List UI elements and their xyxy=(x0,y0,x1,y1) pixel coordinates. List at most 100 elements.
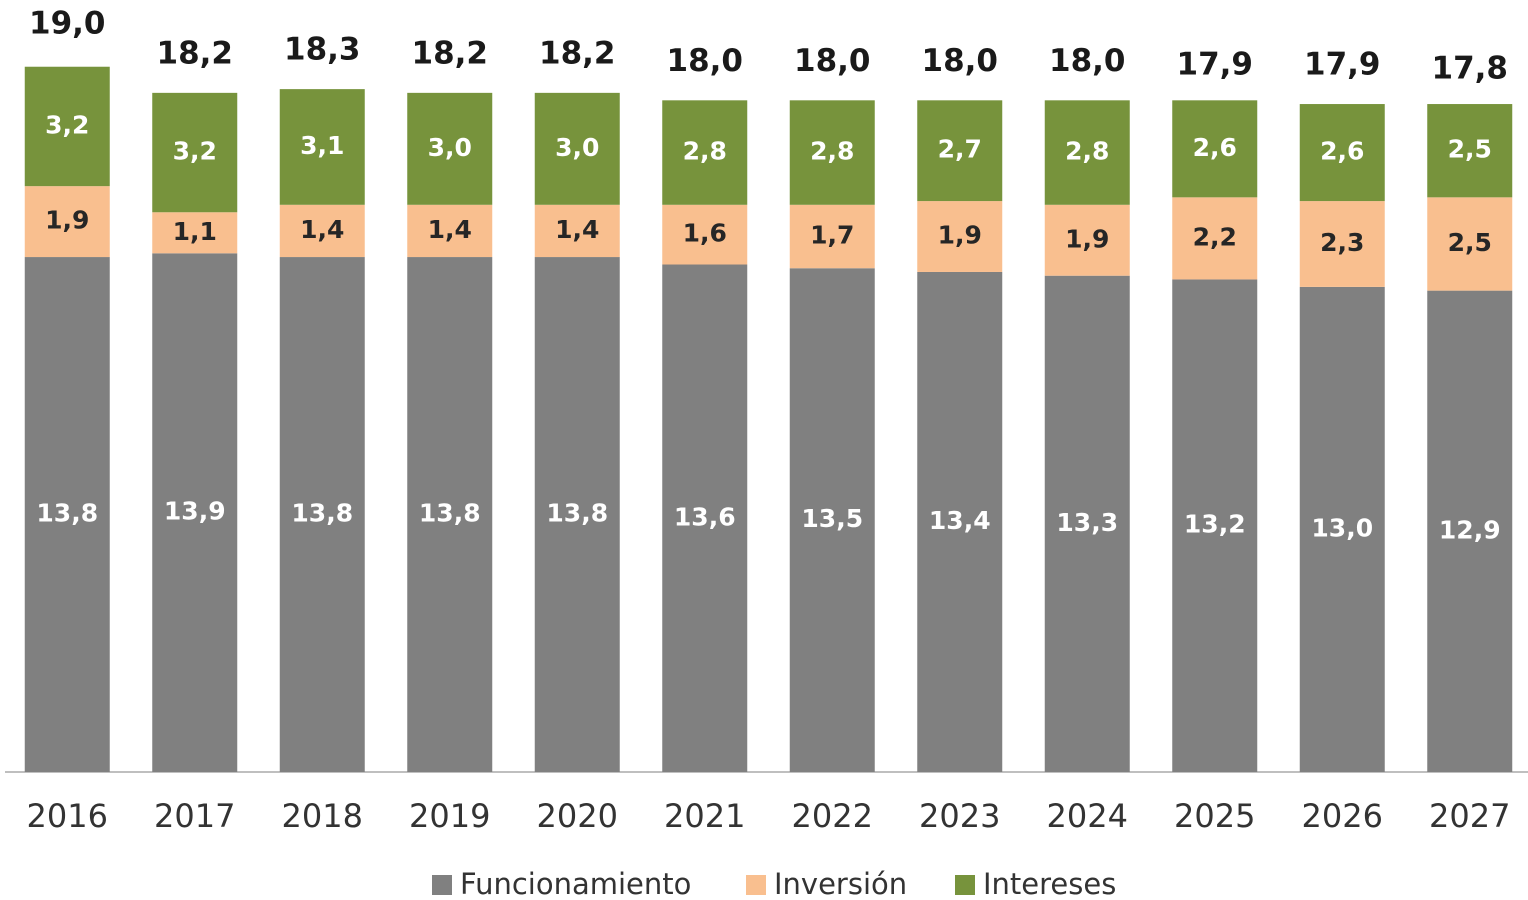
value-label: 1,4 xyxy=(300,215,344,244)
total-label: 18,0 xyxy=(667,43,744,79)
x-tick-label: 2018 xyxy=(282,797,363,835)
bar-segment xyxy=(534,92,620,205)
total-label: 17,8 xyxy=(1432,50,1509,86)
bar-segment xyxy=(152,92,238,213)
bar-segment xyxy=(279,257,365,772)
value-label: 3,2 xyxy=(45,110,89,139)
value-label: 3,0 xyxy=(428,133,472,162)
legend-label: Intereses xyxy=(983,867,1116,900)
bar-segment xyxy=(279,204,365,258)
legend-swatch xyxy=(432,875,452,895)
bar-segment xyxy=(917,271,1003,772)
value-label: 2,6 xyxy=(1320,137,1364,166)
value-label: 2,5 xyxy=(1448,135,1492,164)
bar-segment xyxy=(1172,197,1258,280)
bar-segment xyxy=(1172,279,1258,772)
bar-segment xyxy=(407,92,493,205)
bar-segment xyxy=(1044,204,1130,276)
value-label: 13,6 xyxy=(674,502,736,531)
bar-segment xyxy=(1427,290,1513,772)
x-tick-label: 2021 xyxy=(664,797,745,835)
x-tick-label: 2027 xyxy=(1429,797,1510,835)
bar-segment xyxy=(24,66,110,187)
x-tick-label: 2026 xyxy=(1302,797,1383,835)
bar-segment xyxy=(407,204,493,258)
value-label: 3,2 xyxy=(173,137,217,166)
x-tick-label: 2024 xyxy=(1047,797,1128,835)
bar-segment xyxy=(1299,104,1385,202)
value-label: 13,8 xyxy=(291,499,353,528)
x-tick-label: 2022 xyxy=(792,797,873,835)
legend-swatch xyxy=(746,875,766,895)
total-label: 18,0 xyxy=(794,43,871,79)
total-label: 18,2 xyxy=(412,35,489,71)
bar-segment xyxy=(534,204,620,258)
bar-segment xyxy=(789,268,875,772)
legend-label: Inversión xyxy=(774,867,907,900)
value-label: 1,7 xyxy=(810,221,854,250)
bar-segment xyxy=(279,89,365,205)
legend-swatch xyxy=(955,875,975,895)
bar-segment xyxy=(789,100,875,205)
value-label: 13,0 xyxy=(1311,513,1373,542)
value-label: 13,8 xyxy=(546,499,608,528)
value-label: 2,6 xyxy=(1193,133,1237,162)
value-label: 3,0 xyxy=(555,133,599,162)
bar-segment xyxy=(1427,104,1513,198)
total-label: 17,9 xyxy=(1177,47,1254,83)
value-label: 2,8 xyxy=(810,137,854,166)
value-label: 2,8 xyxy=(683,137,727,166)
value-label: 13,4 xyxy=(929,506,991,535)
value-label: 1,1 xyxy=(173,217,217,246)
value-label: 13,8 xyxy=(419,499,481,528)
bar-segment xyxy=(1299,201,1385,287)
value-label: 1,4 xyxy=(555,215,599,244)
value-label: 12,9 xyxy=(1439,515,1501,544)
value-label: 1,6 xyxy=(683,219,727,248)
bar-segment xyxy=(152,253,238,772)
value-label: 2,7 xyxy=(938,135,982,164)
bar-segment xyxy=(1427,197,1513,291)
x-tick-label: 2023 xyxy=(919,797,1000,835)
value-label: 1,9 xyxy=(938,221,982,250)
value-label: 13,9 xyxy=(164,497,226,526)
bar-segment xyxy=(1299,286,1385,772)
total-label: 17,9 xyxy=(1304,47,1381,83)
value-label: 13,3 xyxy=(1056,508,1118,537)
total-label: 18,2 xyxy=(539,35,616,71)
bar-segment xyxy=(789,204,875,269)
value-label: 13,5 xyxy=(801,504,863,533)
bar-segment xyxy=(662,204,748,265)
bar-segment xyxy=(1044,100,1130,205)
x-tick-label: 2017 xyxy=(154,797,235,835)
value-label: 1,9 xyxy=(1065,224,1109,253)
bar-segment xyxy=(662,264,748,772)
total-label: 18,3 xyxy=(284,32,361,68)
bar-segment xyxy=(1044,275,1130,772)
bar-segment xyxy=(917,100,1003,202)
total-label: 18,0 xyxy=(922,43,999,79)
bar-segment xyxy=(1172,100,1258,198)
total-label: 18,2 xyxy=(157,35,234,71)
total-label: 18,0 xyxy=(1049,43,1126,79)
value-label: 2,8 xyxy=(1065,137,1109,166)
x-tick-label: 2016 xyxy=(27,797,108,835)
bar-segment xyxy=(24,257,110,772)
value-label: 13,2 xyxy=(1184,510,1246,539)
value-label: 1,9 xyxy=(45,206,89,235)
value-label: 2,5 xyxy=(1448,228,1492,257)
legend-label: Funcionamiento xyxy=(460,867,691,900)
value-label: 13,8 xyxy=(36,499,98,528)
bar-segment xyxy=(407,257,493,772)
x-tick-label: 2020 xyxy=(537,797,618,835)
bar-segment xyxy=(917,201,1003,272)
value-label: 2,2 xyxy=(1193,222,1237,251)
x-tick-label: 2025 xyxy=(1174,797,1255,835)
value-label: 2,3 xyxy=(1320,228,1364,257)
x-tick-label: 2019 xyxy=(409,797,490,835)
value-label: 1,4 xyxy=(428,215,472,244)
bar-segment xyxy=(534,257,620,772)
value-label: 3,1 xyxy=(300,131,344,160)
